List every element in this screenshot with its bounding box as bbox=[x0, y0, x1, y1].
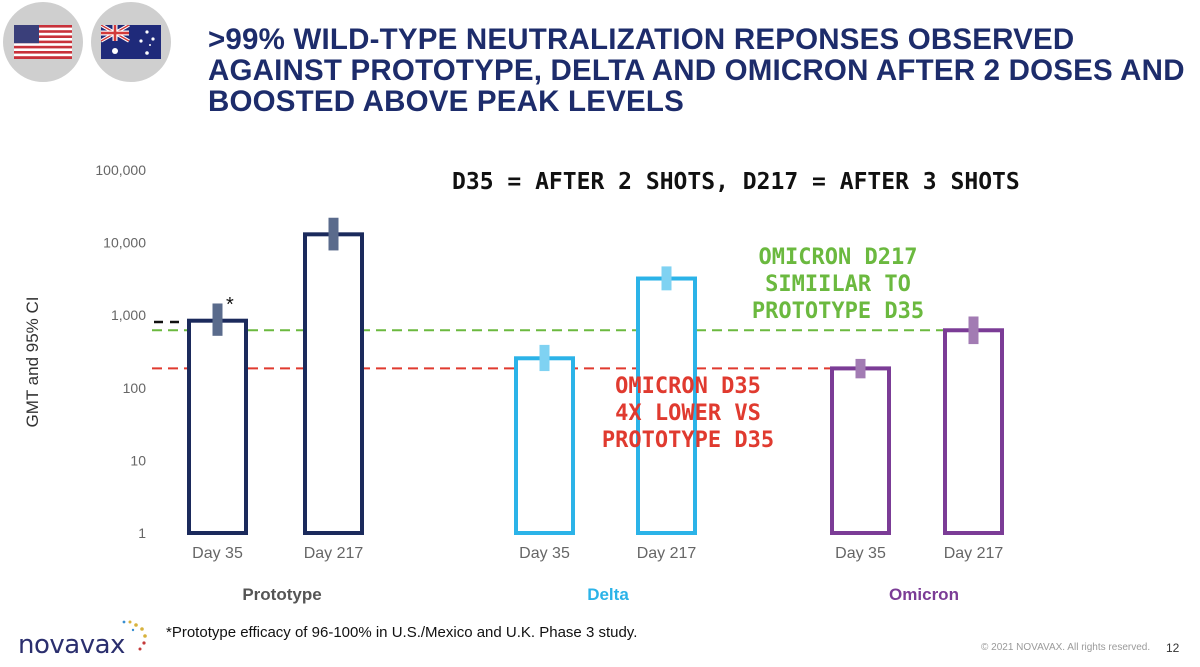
group-label-omicron: Omicron bbox=[889, 585, 959, 604]
top-annotation: D35 = AFTER 2 SHOTS, D217 = AFTER 3 SHOT… bbox=[452, 169, 1020, 195]
ci-bar bbox=[661, 266, 672, 291]
red-annotation-line-3: PROTOTYPE D35 bbox=[602, 428, 774, 453]
x-tick-label: Day 35 bbox=[192, 545, 243, 562]
red-annotation-line-1: OMICRON D35 bbox=[615, 374, 761, 399]
footnote: *Prototype efficacy of 96-100% in U.S./M… bbox=[166, 624, 638, 641]
ci-bar bbox=[968, 316, 979, 345]
ci-bar bbox=[212, 303, 223, 336]
x-tick-label: Day 217 bbox=[637, 545, 697, 562]
us-flag-icon bbox=[3, 2, 83, 82]
bar-prototype-day-35 bbox=[187, 318, 248, 535]
bar-delta-day-35 bbox=[514, 356, 575, 535]
red-annotation-line-2: 4X LOWER VS bbox=[615, 401, 761, 426]
australia-flag-icon bbox=[91, 2, 171, 82]
bar-omicron-day-217 bbox=[943, 328, 1004, 535]
green-annotation-line-1: OMICRON D217 bbox=[759, 245, 918, 270]
x-tick-label: Day 217 bbox=[944, 545, 1004, 562]
page-number: 12 bbox=[1166, 641, 1180, 655]
group-label-delta: Delta bbox=[587, 585, 629, 604]
title-line-1: >99% WILD-TYPE NEUTRALIZATION REPONSES O… bbox=[208, 23, 1075, 56]
y-tick-label: 100 bbox=[123, 380, 147, 396]
y-tick-label: 1,000 bbox=[111, 307, 146, 323]
ci-bar bbox=[855, 358, 866, 379]
ci-bar bbox=[328, 217, 339, 251]
group-label-prototype: Prototype bbox=[242, 585, 321, 604]
y-tick-label: 10,000 bbox=[103, 235, 146, 251]
page-title: >99% WILD-TYPE NEUTRALIZATION REPONSES O… bbox=[208, 24, 1188, 117]
title-line-2: AGAINST PROTOTYPE, DELTA AND OMICRON AFT… bbox=[208, 54, 1185, 87]
bar-delta-day-217 bbox=[636, 276, 697, 536]
title-line-3: BOOSTED ABOVE PEAK LEVELS bbox=[208, 85, 684, 118]
y-axis-label: GMT and 95% CI bbox=[23, 296, 42, 427]
x-tick-label: Day 217 bbox=[304, 545, 364, 562]
copyright-text: © 2021 NOVAVAX. All rights reserved. bbox=[981, 642, 1151, 653]
x-tick-label: Day 35 bbox=[835, 545, 886, 562]
bar-omicron-day-35 bbox=[830, 366, 891, 535]
y-tick-label: 100,000 bbox=[95, 162, 146, 178]
green-annotation-line-3: PROTOTYPE D35 bbox=[752, 299, 924, 324]
bar-prototype-day-217 bbox=[303, 232, 364, 536]
ci-bar bbox=[539, 344, 550, 372]
novavax-logo: novavax bbox=[18, 616, 150, 661]
y-tick-label: 10 bbox=[130, 452, 146, 468]
green-annotation-line-2: SIMIILAR TO bbox=[765, 272, 911, 297]
x-tick-label: Day 35 bbox=[519, 545, 570, 562]
y-tick-label: 1 bbox=[138, 525, 146, 541]
logo-text: novavax bbox=[18, 630, 125, 660]
asterisk-marker: * bbox=[226, 294, 234, 316]
